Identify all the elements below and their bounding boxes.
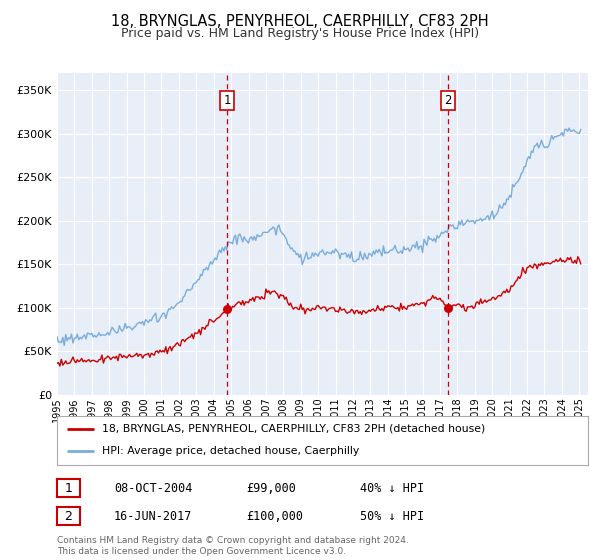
Text: 16-JUN-2017: 16-JUN-2017 — [114, 510, 193, 523]
Text: 1: 1 — [64, 482, 73, 495]
Text: 1: 1 — [223, 94, 231, 106]
Text: Price paid vs. HM Land Registry's House Price Index (HPI): Price paid vs. HM Land Registry's House … — [121, 27, 479, 40]
Text: 40% ↓ HPI: 40% ↓ HPI — [360, 482, 424, 495]
Text: 18, BRYNGLAS, PENYRHEOL, CAERPHILLY, CF83 2PH (detached house): 18, BRYNGLAS, PENYRHEOL, CAERPHILLY, CF8… — [102, 424, 485, 434]
Text: £100,000: £100,000 — [246, 510, 303, 523]
Text: 08-OCT-2004: 08-OCT-2004 — [114, 482, 193, 495]
Text: 2: 2 — [444, 94, 452, 106]
Text: 2: 2 — [64, 510, 73, 523]
Text: 50% ↓ HPI: 50% ↓ HPI — [360, 510, 424, 523]
Text: HPI: Average price, detached house, Caerphilly: HPI: Average price, detached house, Caer… — [102, 446, 359, 456]
Text: 18, BRYNGLAS, PENYRHEOL, CAERPHILLY, CF83 2PH: 18, BRYNGLAS, PENYRHEOL, CAERPHILLY, CF8… — [111, 14, 489, 29]
Text: Contains HM Land Registry data © Crown copyright and database right 2024.
This d: Contains HM Land Registry data © Crown c… — [57, 536, 409, 556]
Text: £99,000: £99,000 — [246, 482, 296, 495]
